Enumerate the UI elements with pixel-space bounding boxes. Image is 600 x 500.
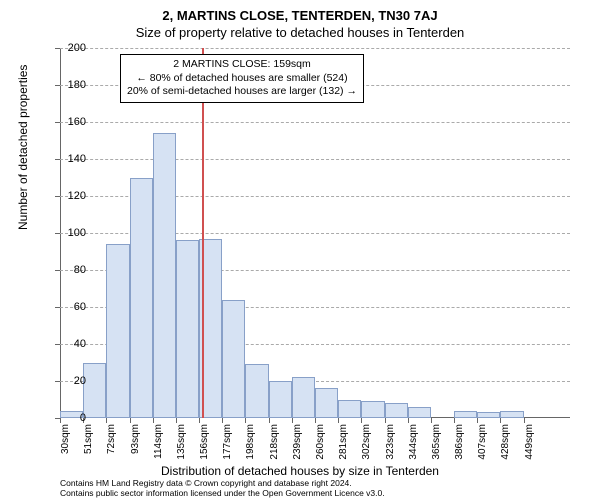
y-tick-label: 20 [46,375,86,387]
x-tick-mark [361,418,362,423]
x-tick-mark [130,418,131,423]
x-tick-label: 156sqm [199,424,210,464]
histogram-bar [245,364,268,418]
x-tick-label: 72sqm [106,424,117,464]
plot-area: 2 MARTINS CLOSE: 159sqm← 80% of detached… [60,48,570,418]
grid-line [60,122,570,123]
x-tick-label: 428sqm [500,424,511,464]
x-tick-label: 260sqm [315,424,326,464]
annotation-line-1: 2 MARTINS CLOSE: 159sqm [127,58,357,72]
histogram-bar [176,240,199,418]
x-tick-label: 177sqm [222,424,233,464]
x-tick-mark [524,418,525,423]
histogram-bar [338,400,361,419]
histogram-bar [83,363,106,419]
x-tick-mark [153,418,154,423]
x-tick-label: 449sqm [524,424,535,464]
histogram-bar [153,133,176,418]
x-tick-label: 93sqm [130,424,141,464]
y-axis-label: Number of detached properties [16,65,30,230]
y-tick-label: 140 [46,153,86,165]
x-tick-label: 114sqm [153,424,164,464]
y-tick-label: 80 [46,264,86,276]
x-tick-label: 302sqm [361,424,372,464]
histogram-bar [292,377,315,418]
annotation-box: 2 MARTINS CLOSE: 159sqm← 80% of detached… [120,54,364,103]
y-tick-label: 0 [46,412,86,424]
x-tick-label: 51sqm [83,424,94,464]
annotation-line-2: ← 80% of detached houses are smaller (52… [127,72,357,86]
x-tick-label: 30sqm [60,424,71,464]
x-tick-mark [338,418,339,423]
histogram-bar [361,401,384,418]
histogram-bar [408,407,431,418]
chart-footer: Contains HM Land Registry data © Crown c… [60,478,385,498]
footer-line-1: Contains HM Land Registry data © Crown c… [60,478,385,488]
y-tick-label: 40 [46,338,86,350]
annotation-line-3: 20% of semi-detached houses are larger (… [127,85,357,99]
y-tick-label: 100 [46,227,86,239]
y-tick-label: 200 [46,42,86,54]
x-tick-label: 198sqm [245,424,256,464]
x-tick-mark [245,418,246,423]
y-tick-label: 60 [46,301,86,313]
x-tick-mark [500,418,501,423]
histogram-bar [477,412,500,418]
x-tick-mark [222,418,223,423]
x-tick-mark [454,418,455,423]
x-tick-mark [431,418,432,423]
x-tick-mark [269,418,270,423]
histogram-bar [385,403,408,418]
chart-title-sub: Size of property relative to detached ho… [0,23,600,40]
x-tick-label: 407sqm [477,424,488,464]
x-tick-label: 323sqm [385,424,396,464]
chart-title-main: 2, MARTINS CLOSE, TENTERDEN, TN30 7AJ [0,0,600,23]
grid-line [60,48,570,49]
histogram-bar [222,300,245,418]
grid-line [60,159,570,160]
histogram-bar [454,411,477,418]
x-tick-mark [106,418,107,423]
histogram-bar [269,381,292,418]
y-tick-label: 160 [46,116,86,128]
histogram-bar [130,178,153,419]
x-tick-label: 281sqm [338,424,349,464]
x-tick-mark [176,418,177,423]
x-tick-label: 365sqm [431,424,442,464]
x-tick-mark [477,418,478,423]
histogram-bar [106,244,129,418]
footer-line-2: Contains public sector information licen… [60,488,385,498]
y-tick-label: 180 [46,79,86,91]
y-tick-label: 120 [46,190,86,202]
x-tick-label: 386sqm [454,424,465,464]
reference-line [202,48,204,418]
x-tick-label: 218sqm [269,424,280,464]
x-tick-label: 135sqm [176,424,187,464]
x-tick-mark [385,418,386,423]
histogram-bar [500,411,523,418]
x-tick-mark [408,418,409,423]
x-tick-label: 344sqm [408,424,419,464]
histogram-bar [315,388,338,418]
x-tick-mark [199,418,200,423]
x-tick-mark [292,418,293,423]
x-tick-label: 239sqm [292,424,303,464]
x-axis-label: Distribution of detached houses by size … [0,464,600,478]
x-tick-mark [315,418,316,423]
